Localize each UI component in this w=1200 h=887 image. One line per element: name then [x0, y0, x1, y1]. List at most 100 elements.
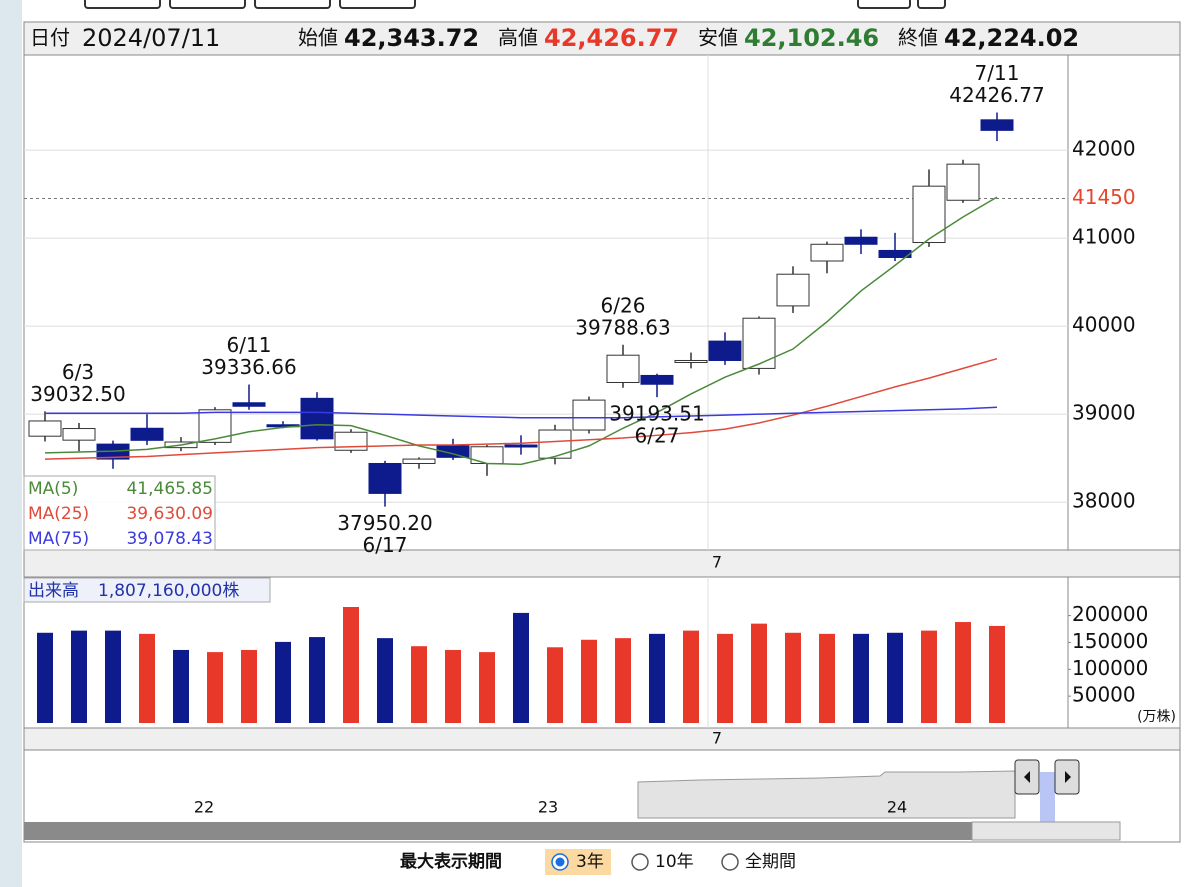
volume-bar [37, 632, 53, 723]
candle-body [742, 317, 776, 369]
volume-bar [581, 639, 597, 723]
scrollbar-thumb[interactable] [971, 821, 1121, 841]
side-strip [0, 0, 22, 887]
volume-bar [445, 649, 461, 723]
header-label: 高値 [498, 26, 538, 50]
header-bar [23, 21, 1181, 56]
scrollbar-track [24, 822, 972, 840]
volume-bar [207, 652, 223, 723]
candle-body [606, 354, 640, 383]
candle-body [674, 359, 708, 363]
y-tick-label: 100000 [1072, 656, 1148, 680]
annotation-value: 39032.50 [30, 382, 125, 406]
top-buttons [84, 0, 946, 9]
volume-bar [683, 630, 699, 723]
legend-box [23, 475, 216, 551]
reference-label: 41450 [1072, 185, 1136, 209]
radio-label[interactable]: 3年 [576, 852, 604, 872]
ma-line [44, 196, 998, 466]
volume-bar [819, 633, 835, 723]
radio[interactable] [721, 853, 739, 871]
legend-name: MA(5) [28, 479, 78, 499]
navigator-label: 22 [194, 798, 214, 817]
candle-body [844, 236, 878, 245]
header-label: 安値 [698, 26, 738, 50]
date-label: 日付 [30, 26, 70, 50]
arrow-left [1024, 771, 1030, 783]
volume-bar [411, 646, 427, 723]
radio-label[interactable]: 全期間 [745, 852, 796, 872]
volume-bar [71, 630, 87, 723]
volume-bar [513, 612, 529, 723]
ma-line [44, 357, 998, 460]
legend-name: MA(25) [28, 504, 89, 524]
navigator-label: 23 [538, 798, 558, 817]
annotation-date: 6/27 [635, 424, 680, 448]
candle-body [708, 340, 742, 361]
candle-body [436, 445, 470, 458]
volume-bar [275, 641, 291, 723]
volume-bar [615, 638, 631, 723]
y-tick-label: 42000 [1072, 137, 1136, 161]
candle-body [198, 409, 232, 443]
button[interactable] [917, 0, 946, 9]
volume-bar [751, 623, 767, 723]
annotation-value: 37950.20 [337, 511, 432, 535]
navigator-label: 24 [887, 798, 907, 817]
volume-value: 1,807,160,000株 [98, 581, 239, 601]
date: 2024/07/11 [82, 24, 220, 52]
y-tick-label: 40000 [1072, 313, 1136, 337]
button[interactable] [339, 0, 416, 9]
radio-dot [555, 857, 565, 867]
volume-bar [309, 637, 325, 723]
candle-body [640, 374, 674, 385]
annotation-value: 39336.66 [201, 355, 296, 379]
content: 日付 2024/07/11 始値 42,343.72 高値 42,426.77 安値 42,1… [23, 24, 1176, 875]
legend-value: 39,630.09 [126, 504, 213, 524]
x-tick-label: 7 [712, 729, 722, 748]
price-panel [23, 54, 1181, 551]
candle-body [810, 243, 844, 262]
volume-bar [649, 633, 665, 723]
y-tick-label: 200000 [1072, 602, 1148, 626]
candle-body [912, 185, 946, 244]
button[interactable] [84, 0, 161, 9]
legend-value: 41,465.85 [126, 479, 213, 499]
annotation-value: 39788.63 [575, 315, 670, 339]
volume-bar [343, 607, 359, 723]
volume-bar [479, 652, 495, 723]
y-tick-label: 150000 [1072, 629, 1148, 653]
y-tick-label: 38000 [1072, 489, 1136, 513]
candle-body [130, 427, 164, 441]
legend-name: MA(75) [28, 529, 89, 549]
volume-bar [377, 638, 393, 723]
annotation-value: 39193.51 [609, 402, 704, 426]
y-tick-label: 50000 [1072, 683, 1136, 707]
annotation-date: 6/17 [363, 533, 408, 557]
annotation-date: 6/3 [62, 360, 94, 384]
candle-body [538, 429, 572, 459]
radio-label[interactable]: 10年 [655, 852, 694, 872]
header-label: 終値 [898, 26, 938, 50]
button[interactable] [169, 0, 246, 9]
volume-title: 出来高 [28, 581, 79, 601]
candle-body [28, 420, 62, 437]
radio[interactable] [631, 853, 649, 871]
volume-bar [139, 633, 155, 723]
legend-value: 39,078.43 [126, 529, 213, 549]
volume-bar [853, 633, 869, 723]
button[interactable] [254, 0, 331, 9]
right-margin [1182, 0, 1200, 887]
annotation-value: 42426.77 [949, 83, 1044, 107]
header-value: 42,102.46 [744, 24, 879, 52]
candle-body [776, 273, 810, 307]
button[interactable] [857, 0, 911, 9]
candle-body [980, 119, 1014, 131]
volume-bar [887, 632, 903, 723]
volume-bar [989, 625, 1005, 723]
y-tick-label: 39000 [1072, 401, 1136, 425]
candle-body [334, 431, 368, 451]
navigator-selection[interactable] [1040, 772, 1055, 822]
